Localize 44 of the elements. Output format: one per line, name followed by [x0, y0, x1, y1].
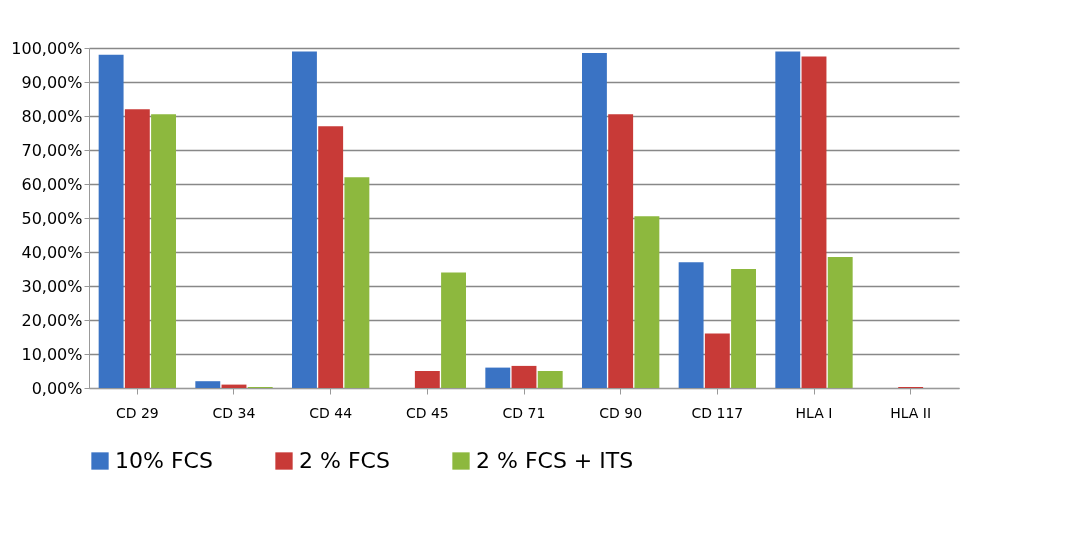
bar — [678, 262, 704, 388]
y-tick-label: 20,00% — [21, 310, 83, 330]
bar — [775, 51, 801, 388]
x-tick-label: CD 45 — [405, 404, 449, 421]
y-tick-label: 30,00% — [21, 276, 83, 296]
bar — [511, 365, 537, 388]
x-tick-label: CD 34 — [212, 404, 256, 421]
x-tick-label: CD 90 — [599, 404, 643, 421]
y-tick-label: 40,00% — [21, 242, 83, 262]
bar — [827, 257, 853, 388]
y-tick-label: 70,00% — [21, 140, 83, 160]
bar — [414, 371, 440, 388]
x-tick-label: HLA I — [795, 404, 833, 421]
bar — [704, 333, 730, 388]
x-tick-label: HLA II — [890, 404, 932, 421]
bar — [124, 109, 150, 388]
bar — [608, 114, 634, 388]
y-tick-label: 80,00% — [21, 106, 83, 126]
bar — [634, 216, 660, 388]
legend-label: 10% FCS — [115, 448, 213, 473]
y-tick-label: 50,00% — [21, 208, 83, 228]
bar — [485, 367, 511, 388]
bar — [292, 51, 317, 388]
bar — [801, 56, 827, 388]
bar — [195, 381, 221, 388]
x-tick-label: CD 71 — [502, 404, 546, 421]
y-tick-label: 10,00% — [21, 344, 83, 364]
bar — [441, 272, 466, 388]
bar — [151, 114, 176, 388]
y-tick-label: 0,00% — [31, 378, 83, 398]
bar — [344, 177, 370, 388]
x-tick-label: CD 44 — [309, 404, 353, 421]
bar — [731, 269, 756, 388]
y-tick-label: 90,00% — [21, 72, 83, 92]
bar — [98, 54, 124, 388]
y-tick-label: 100,00% — [11, 38, 83, 58]
bar — [537, 371, 563, 388]
bar — [582, 53, 607, 388]
x-tick-label: CD 29 — [115, 404, 159, 421]
bar — [318, 126, 344, 388]
legend-label: 2 % FCS + ITS — [476, 448, 634, 473]
y-tick-label: 60,00% — [21, 174, 83, 194]
legend-label: 2 % FCS — [299, 448, 390, 473]
x-tick-label: CD 117 — [691, 404, 744, 421]
